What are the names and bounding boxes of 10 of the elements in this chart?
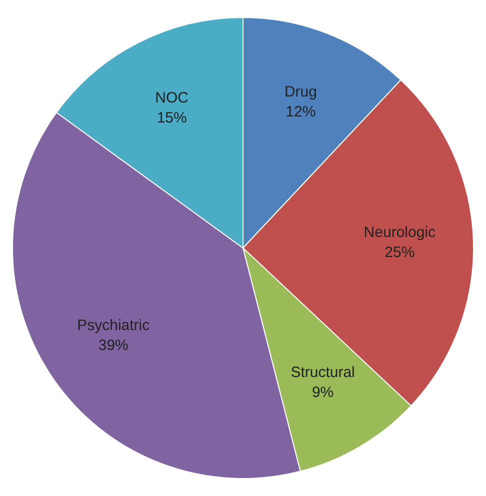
data-label: 15% [156, 109, 187, 126]
slice-label: Structural [290, 364, 355, 382]
data-label: 39% [98, 337, 128, 354]
data-label: 25% [384, 244, 415, 262]
data-label: 12% [286, 103, 316, 120]
slice-label: Neurologic [364, 224, 436, 242]
slice-label: NOC [155, 89, 189, 106]
data-label: 9% [312, 384, 334, 402]
slice-label: Drug [284, 83, 317, 100]
slice-label: Psychiatric [77, 317, 150, 334]
